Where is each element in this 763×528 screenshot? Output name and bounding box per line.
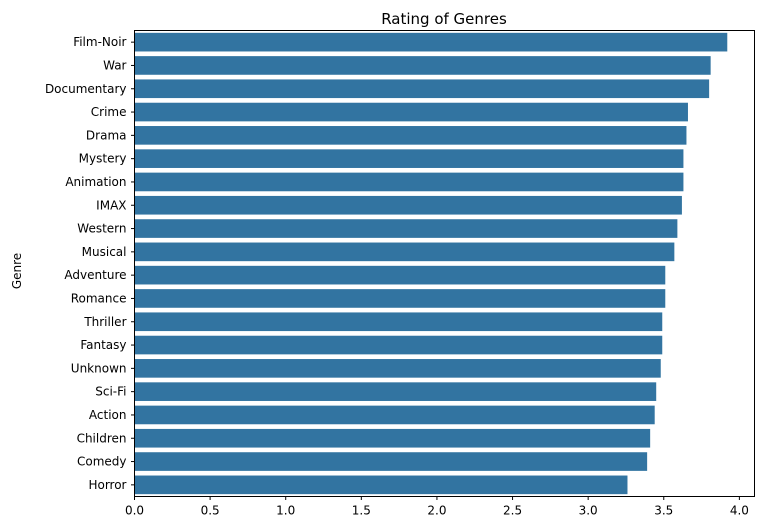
bar-drama [134, 126, 687, 145]
bar-crime [134, 102, 688, 122]
x-tick-label: 0.5 [201, 504, 220, 518]
bar-fantasy [134, 335, 663, 355]
bar-action [134, 405, 655, 425]
y-tick-label-drama: Drama [86, 128, 127, 142]
y-tick-label-horror: Horror [88, 478, 126, 492]
bars-group [134, 32, 728, 495]
bar-unknown [134, 359, 661, 378]
y-axis-label: Genre [10, 253, 24, 289]
bar-film-noir [134, 32, 728, 52]
y-tick-labels: Film-Noir War Documentary Crime Drama Mystery… [45, 35, 135, 492]
bar-comedy [134, 452, 648, 471]
x-tick-label: 0.0 [125, 504, 144, 518]
bar-adventure [134, 265, 666, 285]
y-tick-label-children: Children [77, 431, 127, 445]
bar-imax [134, 195, 682, 215]
chart-title: Rating of Genres [381, 10, 507, 28]
x-tick-label: 2.5 [503, 504, 522, 518]
y-tick-label-imax: IMAX [96, 198, 126, 212]
y-tick-label-crime: Crime [91, 105, 127, 119]
bar-animation [134, 172, 684, 192]
y-tick-label-unknown: Unknown [71, 361, 127, 375]
bar-mystery [134, 149, 684, 168]
x-tick-labels: 0.0 0.5 1.0 1.5 2.0 2.5 3.0 3.5 4.0 [125, 496, 749, 518]
y-tick-label-action: Action [89, 408, 127, 422]
x-tick-label: 3.5 [654, 504, 673, 518]
bar-western [134, 219, 678, 238]
y-tick-label-romance: Romance [71, 291, 127, 305]
x-tick-label: 3.0 [579, 504, 598, 518]
y-tick-label-documentary: Documentary [45, 82, 127, 96]
y-tick-label-comedy: Comedy [77, 455, 127, 469]
y-tick-label-film-noir: Film-Noir [73, 35, 126, 49]
bar-horror [134, 475, 628, 495]
x-tick-label: 1.5 [352, 504, 371, 518]
x-tick-label: 1.0 [276, 504, 295, 518]
x-tick-label: 2.0 [427, 504, 446, 518]
bar-documentary [134, 79, 710, 99]
bar-sci-fi [134, 382, 657, 401]
y-tick-label-adventure: Adventure [64, 268, 126, 282]
bar-romance [134, 289, 666, 308]
y-tick-label-war: War [103, 58, 126, 72]
y-tick-label-musical: Musical [82, 245, 127, 259]
bar-thriller [134, 312, 663, 332]
y-tick-label-mystery: Mystery [79, 152, 127, 166]
y-tick-label-thriller: Thriller [83, 315, 126, 329]
plot-frame [134, 30, 755, 497]
bar-war [134, 56, 711, 75]
y-tick-label-fantasy: Fantasy [80, 338, 126, 352]
y-tick-label-western: Western [77, 222, 126, 236]
y-tick-label-animation: Animation [65, 175, 126, 189]
x-tick-label: 4.0 [730, 504, 749, 518]
bar-children [134, 428, 651, 448]
bar-musical [134, 242, 675, 262]
y-tick-label-sci-fi: Sci-Fi [95, 385, 126, 399]
